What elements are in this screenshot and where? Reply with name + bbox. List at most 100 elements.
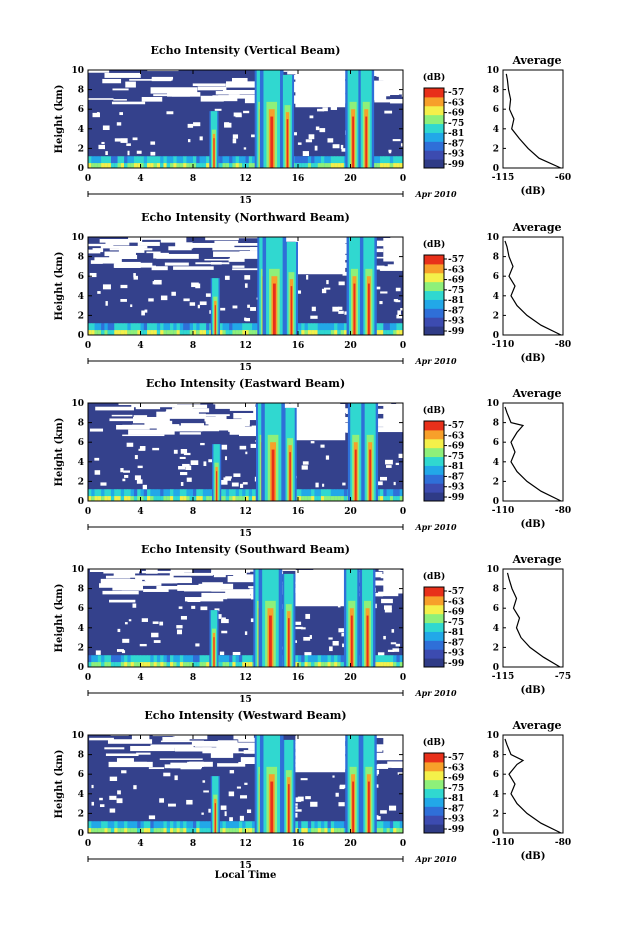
surface-echo (383, 662, 388, 667)
no-echo-speck (393, 481, 396, 486)
surface-echo (124, 323, 128, 335)
x-tick-label: 8 (190, 341, 196, 351)
surface-echo (307, 330, 312, 335)
no-echo-speck (229, 817, 233, 822)
no-echo-speck (305, 796, 311, 800)
no-echo-patch (152, 732, 188, 737)
no-echo-speck (314, 145, 318, 151)
no-echo-patch (208, 424, 245, 431)
surface-echo (107, 330, 112, 335)
surface-echo (133, 163, 138, 168)
no-echo-speck (308, 134, 315, 140)
no-echo-patch (371, 71, 395, 77)
surface-echo (229, 330, 233, 335)
surface-echo (166, 496, 171, 501)
y-tick-label: 10 (71, 399, 84, 409)
no-echo-speck (245, 451, 248, 455)
surface-echo (311, 489, 315, 501)
surface-echo (150, 489, 155, 501)
surface-echo (117, 828, 122, 833)
y-tick-label: 2 (78, 643, 84, 653)
no-echo-speck (122, 638, 130, 643)
surface-echo (88, 821, 92, 833)
surface-echo (248, 156, 253, 168)
no-echo-speck (242, 482, 248, 485)
no-echo-speck (321, 288, 327, 294)
no-echo-speck (309, 115, 314, 119)
no-echo-speck (136, 479, 143, 484)
panel-3: Echo Intensity (Eastward Beam) 0 2 4 6 8 10 0 4 8… (54, 377, 571, 539)
no-echo-speck (342, 482, 346, 486)
surface-echo (337, 496, 342, 501)
no-echo-patch (392, 422, 423, 425)
surface-echo (252, 163, 256, 168)
no-echo-speck (330, 106, 338, 110)
surface-echo (317, 655, 322, 667)
surface-echo (209, 489, 214, 501)
no-echo-speck (391, 629, 395, 633)
colorbar-tick-label: -93 (448, 483, 464, 493)
no-echo-speck (178, 466, 186, 470)
surface-echo (114, 655, 119, 667)
no-echo-patch (245, 400, 290, 405)
surface-echo (232, 828, 237, 833)
no-echo-patch (395, 753, 427, 757)
surface-echo (298, 156, 302, 168)
x-tick-label: 8 (190, 673, 196, 683)
surface-echo (248, 323, 253, 335)
no-echo-speck (315, 482, 319, 488)
average-y-tick-label: 0 (493, 331, 499, 341)
surface-echo (127, 655, 132, 667)
surface-echo (248, 163, 253, 168)
x-tick-label: 20 (344, 839, 357, 849)
surface-echo (140, 489, 145, 501)
no-echo-patch (148, 767, 165, 770)
no-echo-speck (98, 144, 105, 150)
surface-echo (337, 662, 342, 667)
no-echo-patch (229, 406, 271, 411)
surface-echo (179, 821, 184, 833)
no-echo-speck (176, 625, 183, 629)
no-echo-patch (164, 262, 189, 266)
day-label: 15 (239, 196, 252, 206)
surface-echo (137, 662, 141, 667)
no-echo-speck (97, 291, 101, 294)
no-echo-patch (99, 583, 143, 588)
surface-echo (114, 489, 119, 501)
y-axis-label: Height (km) (54, 584, 65, 653)
colorbar-segment (424, 474, 444, 484)
surface-echo (186, 163, 191, 168)
surface-echo (222, 828, 227, 833)
no-echo-speck (379, 301, 383, 305)
surface-echo (183, 489, 187, 501)
y-tick-label: 2 (78, 477, 84, 487)
no-echo-speck (337, 604, 341, 608)
colorbar: (dB)-57-63-69-75-81-87-93-99 (423, 571, 464, 669)
surface-echo (110, 655, 115, 667)
colorbar-tick-label: -57 (448, 421, 464, 431)
no-echo-speck (144, 309, 148, 313)
surface-echo (232, 496, 237, 501)
no-echo-patch (365, 87, 386, 91)
surface-echo (380, 156, 384, 168)
surface-echo (94, 821, 99, 833)
surface-echo (225, 330, 230, 335)
surface-echo (160, 655, 164, 667)
surface-echo (179, 828, 184, 833)
no-echo-speck (295, 621, 302, 625)
surface-echo (235, 156, 240, 168)
surface-echo (127, 828, 132, 833)
average-y-tick-label: 10 (486, 399, 499, 409)
surface-echo (383, 655, 388, 667)
no-echo-patch (378, 591, 399, 597)
surface-echo (396, 156, 401, 168)
surface-echo (252, 323, 256, 335)
surface-echo (127, 330, 132, 335)
no-echo-speck (395, 287, 401, 292)
surface-echo (252, 828, 256, 833)
surface-echo (127, 821, 132, 833)
no-echo-patch (295, 735, 346, 773)
no-echo-patch (332, 564, 367, 572)
surface-echo (235, 821, 240, 833)
no-echo-patch (355, 427, 404, 433)
